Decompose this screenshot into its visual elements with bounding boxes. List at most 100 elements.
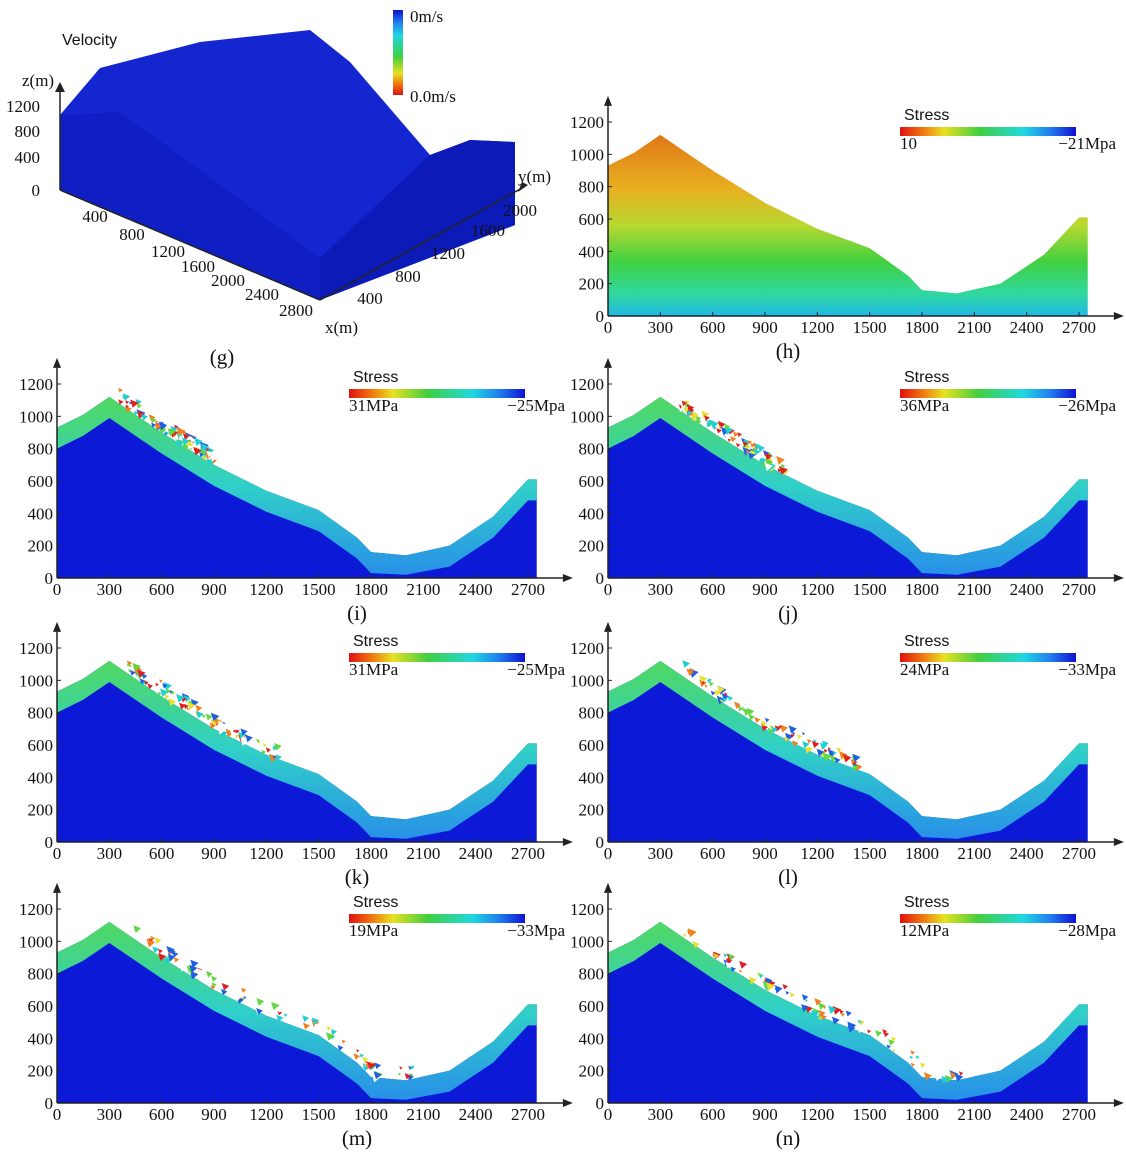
debris <box>739 701 746 709</box>
debris <box>855 1014 864 1023</box>
debris <box>710 690 716 696</box>
debris <box>408 1065 413 1070</box>
x-tick-label: 2100 <box>406 844 440 863</box>
debris <box>714 689 722 697</box>
debris <box>723 953 728 958</box>
panel: 0 300 600 900 1200 1500 1800 2100 2400 2700 0 200 40… <box>19 357 573 625</box>
debris <box>136 404 142 409</box>
debris <box>716 428 722 434</box>
debris <box>909 1055 914 1060</box>
legend-max: −25Mpa <box>507 396 565 415</box>
debris <box>961 1068 969 1075</box>
y-tick-label: 1000 <box>570 407 604 426</box>
axis-arrow <box>562 574 573 582</box>
x-tick-label: 2400 <box>1010 318 1044 337</box>
debris <box>146 671 154 679</box>
debris <box>747 440 753 445</box>
debris <box>128 401 133 405</box>
x-tick-label: 900 <box>752 1105 778 1124</box>
legend-min: 19MPa <box>349 921 399 940</box>
debris <box>353 1053 361 1060</box>
x-tick-label: 1500 <box>853 1105 887 1124</box>
debris <box>132 662 141 672</box>
y-tick-label: 800 <box>28 440 54 459</box>
colorbar <box>349 653 525 662</box>
debris <box>839 751 848 760</box>
debris <box>727 695 733 702</box>
debris <box>682 660 690 668</box>
debris <box>211 975 218 982</box>
debris <box>941 1075 949 1084</box>
x-tick-label: 0 <box>604 580 613 599</box>
colorbar <box>900 389 1076 398</box>
debris <box>748 452 756 460</box>
axis-arrow <box>53 357 61 368</box>
legend-label: 0m/s <box>410 7 443 26</box>
x-tick-label: 800 <box>119 225 145 244</box>
caption: (h) <box>776 339 801 363</box>
y-tick-label: 600 <box>28 736 54 755</box>
y-tick-label: 600 <box>28 472 54 491</box>
debris <box>166 945 176 955</box>
debris <box>791 731 796 736</box>
debris <box>209 722 216 730</box>
y-tick-label: 0 <box>45 833 54 852</box>
debris <box>782 983 789 990</box>
y-tick-label: 200 <box>28 801 54 820</box>
y-tick-label: 1200 <box>570 113 604 132</box>
debris <box>850 759 856 765</box>
debris <box>915 1055 920 1060</box>
x-tick-label: 2400 <box>1010 1105 1044 1124</box>
y-tick-label: 1000 <box>570 671 604 690</box>
debris <box>367 1061 376 1070</box>
debris <box>771 726 778 734</box>
debris <box>359 1057 363 1061</box>
debris <box>384 1066 390 1073</box>
debris <box>852 764 859 772</box>
debris <box>804 745 813 754</box>
debris <box>758 973 764 979</box>
debris <box>125 404 129 409</box>
debris <box>802 732 806 736</box>
debris <box>754 443 762 450</box>
debris <box>158 948 163 954</box>
y-tick-label: 1200 <box>431 244 465 263</box>
caption: (i) <box>347 601 367 625</box>
debris <box>818 1009 826 1018</box>
debris <box>194 437 203 447</box>
y-tick-label: 800 <box>579 440 605 459</box>
y-tick-label: 1200 <box>19 900 53 919</box>
y-tick-label: 600 <box>579 997 605 1016</box>
debris <box>122 395 127 400</box>
debris <box>779 724 788 733</box>
x-tick-label: 600 <box>700 844 726 863</box>
x-tick-label: 300 <box>97 1105 123 1124</box>
y-tick-label: 800 <box>395 267 421 286</box>
debris <box>811 1009 819 1018</box>
debris <box>730 966 736 972</box>
y-tick-label: 0 <box>45 569 54 588</box>
stress-field <box>608 134 1088 316</box>
debris <box>158 952 167 962</box>
debris <box>267 742 275 750</box>
debris <box>675 393 685 403</box>
y-tick-label: 600 <box>28 997 54 1016</box>
x-tick-label: 900 <box>752 580 778 599</box>
debris <box>162 683 168 689</box>
debris <box>144 680 149 685</box>
legend-title: Stress <box>904 633 949 650</box>
debris <box>718 425 722 429</box>
x-tick-label: 1800 <box>354 580 388 599</box>
debris <box>303 1022 310 1030</box>
debris <box>748 714 755 721</box>
debris <box>812 1003 818 1009</box>
debris <box>704 415 710 421</box>
debris <box>830 755 838 763</box>
debris <box>765 987 769 991</box>
x-tick-label: 2700 <box>511 580 545 599</box>
y-tick-label: 200 <box>28 1062 54 1081</box>
caption: (g) <box>210 345 235 369</box>
debris <box>944 1074 953 1083</box>
debris <box>150 417 157 424</box>
debris <box>158 421 168 431</box>
